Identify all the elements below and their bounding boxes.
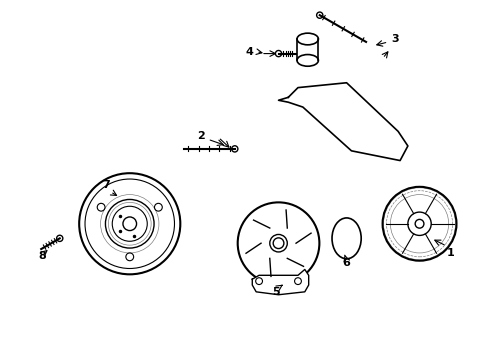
Circle shape	[122, 217, 136, 230]
Text: 6: 6	[342, 258, 350, 267]
Text: 4: 4	[245, 47, 253, 57]
Circle shape	[57, 235, 63, 242]
Polygon shape	[252, 270, 308, 295]
Polygon shape	[278, 83, 407, 161]
Text: 1: 1	[446, 248, 454, 258]
Circle shape	[275, 50, 281, 57]
Circle shape	[97, 203, 105, 211]
Text: 3: 3	[390, 34, 398, 44]
Text: 2: 2	[197, 131, 204, 141]
Circle shape	[125, 253, 133, 261]
Circle shape	[231, 146, 237, 152]
Circle shape	[154, 203, 162, 211]
Text: 7: 7	[102, 180, 110, 190]
Circle shape	[316, 12, 322, 18]
Text: 8: 8	[38, 251, 46, 261]
Text: 5: 5	[271, 287, 279, 297]
Circle shape	[414, 219, 423, 228]
Circle shape	[273, 238, 284, 248]
